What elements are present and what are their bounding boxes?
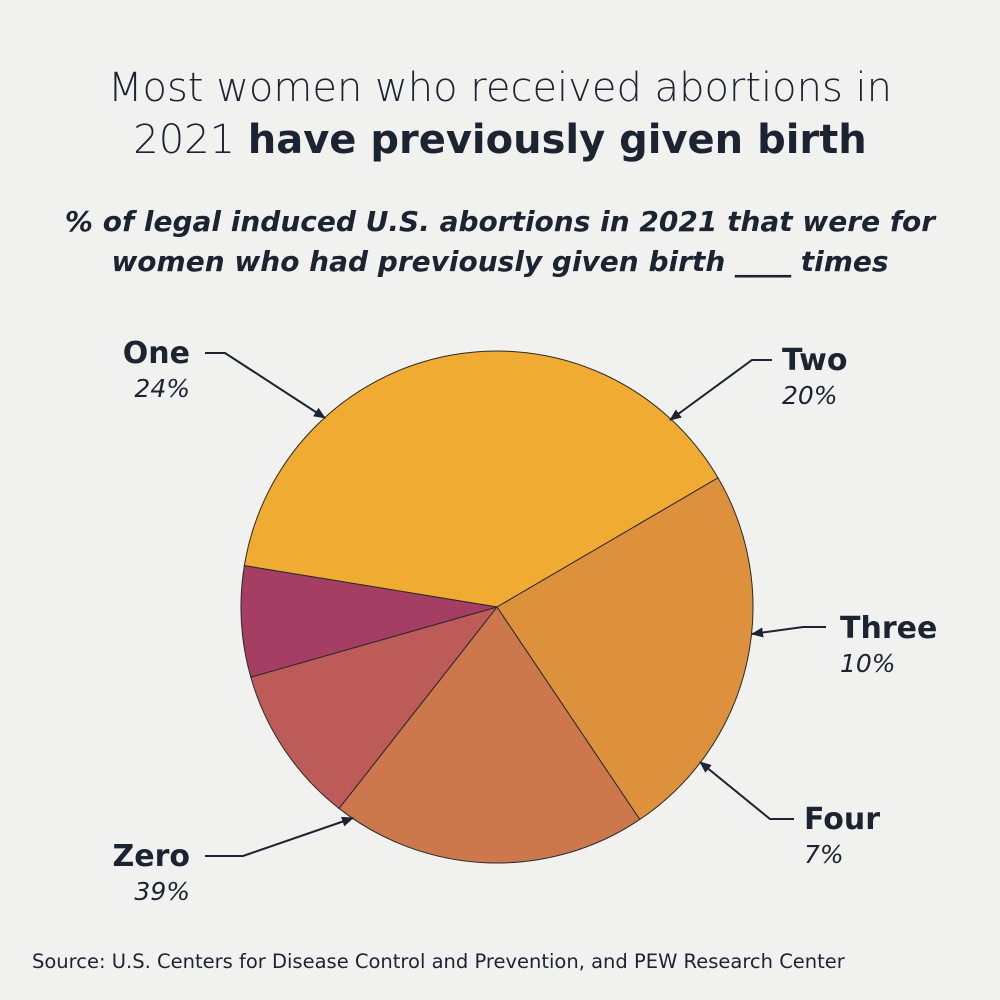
slice-label-two: Two [782,343,848,378]
leader-line-four [699,761,794,820]
title-line-2: 2021 have previously given birth [0,114,1000,166]
pie-slice-one [496,477,754,821]
slice-value-one: 24% [134,374,190,403]
leader-line-one [205,352,326,419]
subtitle-line-2: women who had previously given birth ___… [111,245,889,278]
pie-slice-four [240,565,498,678]
slice-label-four: Four [804,802,880,837]
slice-label-one: One [123,336,190,371]
chart-subtitle: % of legal induced U.S. abortions in 202… [40,202,960,282]
pie-slice-zero [243,350,719,608]
slice-value-three: 10% [840,649,896,678]
leader-line-two [669,359,772,421]
title-line-2-plain: 2021 [133,117,248,163]
slice-label-zero: Zero [112,839,190,874]
pie-slice-two [338,606,641,864]
slice-label-three: Three [840,611,937,646]
title-line-2-bold: have previously given birth [247,117,867,163]
leader-line-zero [205,816,354,857]
title-line-1: Most women who received abortions in [107,65,893,111]
slice-value-four: 7% [804,840,844,869]
chart-title: Most women who received abortions in 202… [0,62,1000,166]
leader-lines [205,352,826,857]
slice-labels: Zero 39% One 24% Two 20% Three 10% Four 7% [112,336,937,906]
slice-value-zero: 39% [134,877,190,906]
slice-value-two: 20% [782,381,838,410]
pie-slices [240,350,754,864]
pie-slice-three [250,606,499,810]
subtitle-line-1: % of legal induced U.S. abortions in 202… [64,205,936,238]
leader-line-three [751,626,826,638]
source-note: Source: U.S. Centers for Disease Control… [32,950,845,973]
